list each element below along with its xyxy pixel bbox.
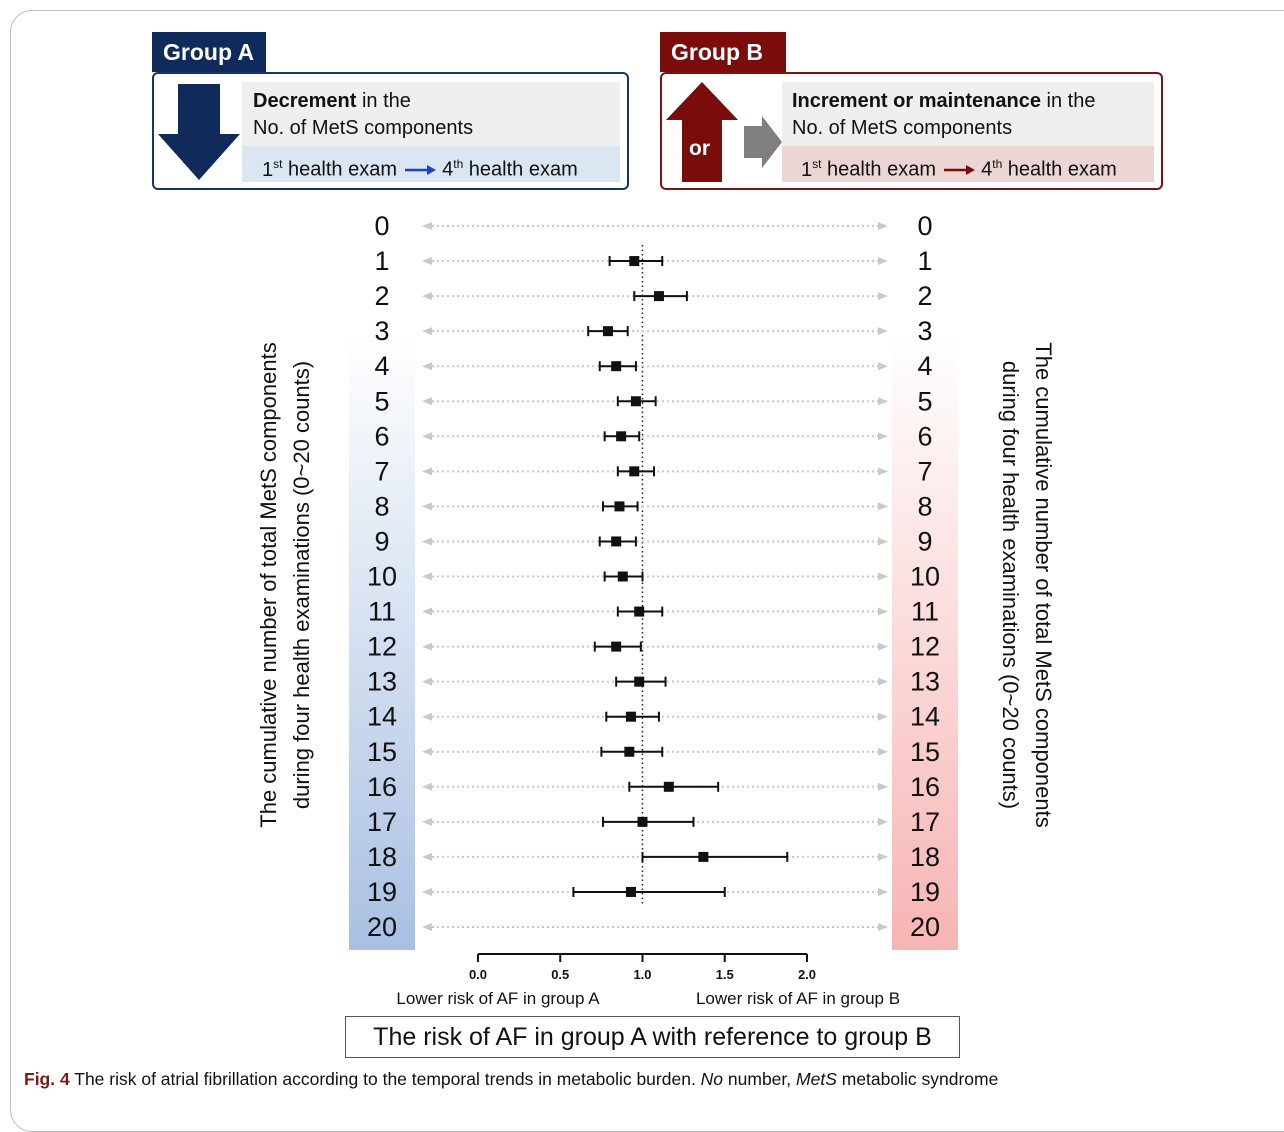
group-b-line2: No. of MetS components	[792, 117, 1013, 139]
group-b-panel: or Increment or maintenance in the No. o…	[660, 72, 1163, 190]
group-b-tab: Group B	[660, 32, 786, 72]
left-axis-title: The cumulative number of total MetS comp…	[256, 342, 314, 828]
group-b-exam-bar: 1st health exam 4th health exam	[782, 146, 1154, 182]
group-a-text-panel	[242, 82, 620, 146]
group-a-tab: Group A	[152, 32, 266, 72]
group-b-line1: Increment or maintenance in the	[792, 90, 1096, 112]
arrow-right-icon	[404, 165, 436, 176]
up-arrow-icon	[666, 82, 782, 182]
group-a-line1: Decrement in the	[253, 90, 411, 112]
group-b-text-panel	[782, 82, 1154, 146]
or-label: or	[689, 137, 710, 160]
right-axis-title: The cumulative number of total MetS comp…	[998, 342, 1056, 828]
group-a-exam-bar: 1st health exam 4th health exam	[242, 146, 620, 182]
figure-caption: Fig. 4 The risk of atrial fibrillation a…	[24, 1069, 999, 1089]
group-a-panel: Decrement in the No. of MetS components …	[152, 72, 629, 190]
arrow-right-icon	[943, 165, 975, 176]
down-arrow-icon	[158, 84, 240, 180]
group-a-line2: No. of MetS components	[253, 117, 474, 139]
bottom-title: The risk of AF in group A with reference…	[345, 1016, 960, 1058]
